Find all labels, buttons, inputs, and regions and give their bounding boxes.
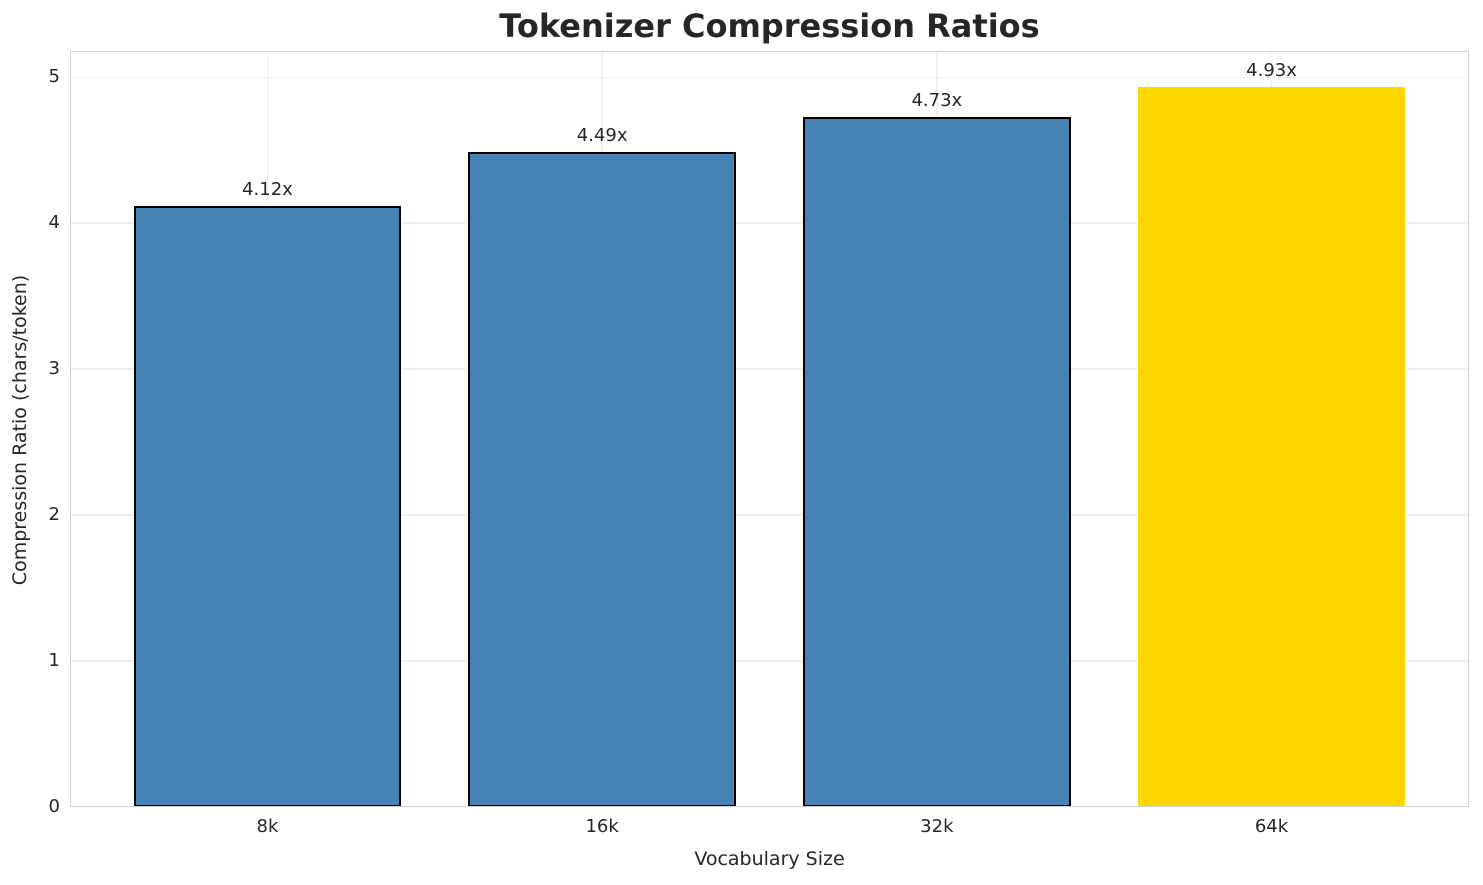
h-gridline [70,368,1469,370]
bar-value-label-64k: 4.93x [1246,60,1297,82]
bar-value-label-16k: 4.49x [576,124,628,146]
h-gridline [70,76,1469,79]
y-tick-label-4: 4 [48,212,60,234]
x-tick-label-16k: 16k [585,816,619,837]
y-axis-label: Compression Ratio (chars/token) [9,274,31,586]
y-tick-label-1: 1 [48,650,60,672]
y-tick-label-5: 5 [48,66,60,88]
bar-32k [802,116,1071,807]
y-tick-label-3: 3 [48,358,60,380]
h-gridline [70,222,1469,224]
bar-8k [133,205,402,807]
plot-area: 4.12x 4.49x 4.73x 4.93x [70,51,1469,807]
y-tick-label-2: 2 [48,504,60,526]
x-axis-label: Vocabulary Size [694,848,845,870]
x-tick-label-8k: 8k [256,816,279,837]
bar-64k [1137,87,1406,807]
h-gridline [70,514,1469,516]
x-tick-label-32k: 32k [920,816,954,837]
bar-value-label-8k: 4.12x [242,178,293,200]
x-tick-label-64k: 64k [1254,816,1289,837]
chart-title: Tokenizer Compression Ratios [499,7,1040,45]
bar-value-label-32k: 4.73x [911,89,963,111]
bar-16k [468,151,737,807]
h-gridline [70,660,1469,662]
y-tick-label-0: 0 [48,796,60,817]
